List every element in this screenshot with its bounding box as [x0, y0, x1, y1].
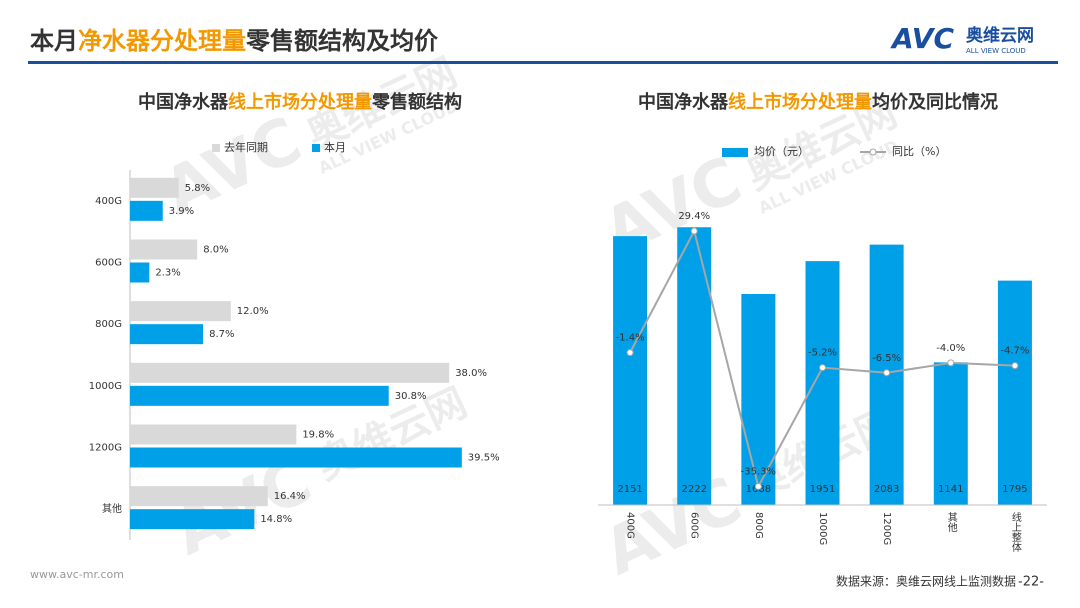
- chart-title: 中国净水器线上市场分处理量均价及同比情况: [638, 91, 998, 113]
- slide-title: 本月净水器分处理量零售额结构及均价: [30, 27, 439, 55]
- x-tick-label: 600G: [689, 512, 700, 539]
- data-label: 1141: [938, 484, 963, 495]
- bar: [130, 324, 204, 345]
- data-label: -6.5%: [872, 353, 901, 364]
- bar: [130, 177, 179, 198]
- x-tick-label: 线上整体: [1009, 511, 1021, 553]
- data-label: 2.3%: [155, 268, 180, 279]
- y-tick-label: 1000G: [89, 381, 122, 392]
- bar: [130, 424, 297, 445]
- legend-label: 均价（元）: [754, 145, 809, 158]
- legend-label: 本月: [324, 140, 346, 154]
- bar: [805, 261, 840, 505]
- x-tick-label: 1200G: [881, 512, 892, 545]
- x-tick-label: 其他: [945, 512, 957, 533]
- data-label: 5.8%: [185, 183, 210, 194]
- legend-swatch: [312, 144, 320, 152]
- bar: [741, 294, 776, 505]
- line-marker: [754, 482, 762, 490]
- logo: AVC: [890, 22, 954, 55]
- footer-source: 数据来源：奥维云网线上监测数据: [836, 574, 1016, 589]
- x-tick-label: 400G: [625, 512, 636, 539]
- data-label: 38.0%: [455, 368, 487, 379]
- data-label: 3.9%: [169, 206, 194, 217]
- bar: [933, 362, 968, 505]
- legend-label: 去年同期: [224, 140, 268, 154]
- page-number: -22-: [1018, 575, 1044, 590]
- header-rule: [28, 61, 1058, 64]
- x-tick-label: 1000G: [817, 512, 828, 545]
- bar: [130, 200, 163, 221]
- data-label: 30.8%: [395, 391, 427, 402]
- bar: [130, 239, 198, 260]
- data-label: -1.4%: [616, 333, 645, 344]
- y-tick-label: 800G: [95, 319, 122, 330]
- bar: [130, 486, 268, 507]
- legend-swatch: [212, 144, 220, 152]
- bar: [130, 262, 150, 283]
- brand: 奥维云网: [966, 25, 1034, 46]
- bar: [613, 236, 648, 505]
- legend-swatch: [722, 148, 748, 157]
- line-marker: [883, 369, 891, 377]
- data-label: 39.5%: [468, 453, 500, 464]
- legend-label: 同比（%）: [892, 145, 946, 158]
- y-tick-label: 600G: [95, 258, 122, 269]
- data-label: 14.8%: [260, 514, 292, 525]
- bar: [130, 301, 231, 322]
- data-label: 2222: [681, 484, 706, 495]
- line-marker: [690, 227, 698, 235]
- bar: [677, 227, 712, 505]
- y-tick-label: 其他: [102, 502, 122, 515]
- brand-en: ALL VIEW CLOUD: [966, 47, 1026, 55]
- line-marker: [626, 349, 634, 357]
- data-label: 1795: [1002, 484, 1027, 495]
- y-tick-label: 400G: [95, 196, 122, 207]
- footer-url: www.avc-mr.com: [30, 568, 124, 581]
- watermarks: AVC 奥维云网 ALL VIEW CLOUD AVC 奥维云网 ALL VIE…: [153, 50, 904, 591]
- data-label: 2151: [617, 484, 642, 495]
- data-label: 29.4%: [678, 211, 710, 222]
- bar: [130, 385, 389, 406]
- data-label: 19.8%: [302, 430, 334, 441]
- data-label: -4.7%: [1000, 346, 1029, 357]
- bar: [997, 280, 1032, 505]
- data-label: 8.7%: [209, 329, 234, 340]
- bar: [130, 362, 450, 383]
- data-label: -35.3%: [741, 466, 776, 477]
- line-marker: [947, 359, 955, 367]
- x-tick-label: 800G: [753, 512, 764, 539]
- bar: [130, 447, 462, 468]
- line-marker: [819, 364, 826, 372]
- data-label: 8.0%: [203, 245, 228, 256]
- data-label: 2083: [874, 484, 899, 495]
- data-label: 1951: [810, 484, 835, 495]
- data-label: -4.0%: [936, 343, 965, 354]
- bar: [130, 509, 255, 530]
- data-label: 12.0%: [237, 306, 269, 317]
- y-tick-label: 1200G: [89, 443, 122, 454]
- data-label: -5.2%: [808, 348, 837, 359]
- legend-marker: [869, 148, 877, 156]
- chart-title: 中国净水器线上市场分处理量零售额结构: [138, 91, 462, 113]
- data-label: 16.4%: [274, 491, 306, 502]
- line-marker: [1011, 362, 1019, 370]
